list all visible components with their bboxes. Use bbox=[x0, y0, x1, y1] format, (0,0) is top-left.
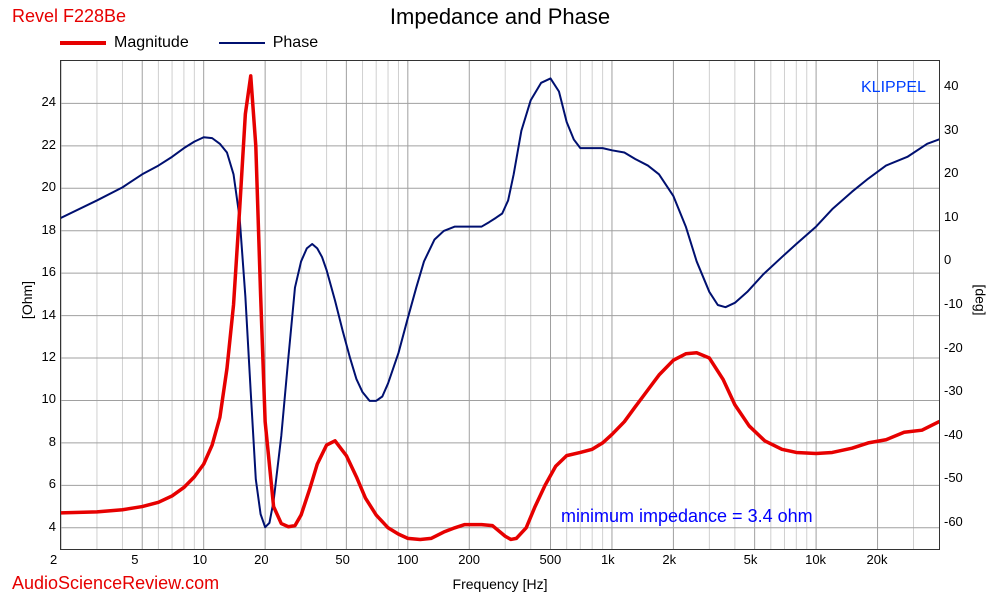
x-tick-label: 20k bbox=[867, 552, 888, 567]
y-right-tick-label: 0 bbox=[944, 252, 951, 267]
x-tick-label: 20 bbox=[254, 552, 268, 567]
y-left-tick-label: 12 bbox=[42, 349, 56, 364]
y-left-tick-label: 6 bbox=[49, 476, 56, 491]
y-left-tick-label: 20 bbox=[42, 179, 56, 194]
legend-item-magnitude: Magnitude bbox=[60, 34, 189, 52]
legend-swatch-magnitude bbox=[60, 41, 106, 45]
min-impedance-annotation: minimum impedance = 3.4 ohm bbox=[561, 506, 813, 527]
legend-swatch-phase bbox=[219, 42, 265, 44]
y-left-tick-label: 16 bbox=[42, 264, 56, 279]
legend-label-magnitude: Magnitude bbox=[114, 34, 189, 52]
x-tick-label: 2k bbox=[662, 552, 676, 567]
y-right-tick-label: -20 bbox=[944, 340, 963, 355]
x-tick-label: 2 bbox=[50, 552, 57, 567]
y-left-tick-label: 10 bbox=[42, 391, 56, 406]
y-left-tick-label: 22 bbox=[42, 137, 56, 152]
x-tick-label: 10 bbox=[193, 552, 207, 567]
y-right-tick-label: -30 bbox=[944, 383, 963, 398]
y-right-tick-label: -40 bbox=[944, 427, 963, 442]
y-axis-left-label: [Ohm] bbox=[19, 281, 35, 319]
y-left-tick-label: 4 bbox=[49, 519, 56, 534]
legend-label-phase: Phase bbox=[273, 34, 318, 52]
y-right-tick-label: 10 bbox=[944, 209, 958, 224]
legend-item-phase: Phase bbox=[219, 34, 318, 52]
x-tick-label: 200 bbox=[458, 552, 480, 567]
legend: Magnitude Phase bbox=[60, 34, 318, 52]
y-left-tick-label: 14 bbox=[42, 307, 56, 322]
y-axis-right-label: [deg] bbox=[972, 284, 988, 315]
plot-svg bbox=[61, 61, 939, 549]
plot-area: KLIPPEL minimum impedance = 3.4 ohm bbox=[60, 60, 940, 550]
brand-label: Revel F228Be bbox=[12, 6, 126, 27]
y-right-tick-label: -10 bbox=[944, 296, 963, 311]
klippel-watermark: KLIPPEL bbox=[861, 79, 926, 97]
x-tick-label: 1k bbox=[601, 552, 615, 567]
y-right-tick-label: -60 bbox=[944, 514, 963, 529]
x-tick-label: 100 bbox=[397, 552, 419, 567]
y-right-tick-label: -50 bbox=[944, 470, 963, 485]
y-right-tick-label: 30 bbox=[944, 122, 958, 137]
x-tick-label: 500 bbox=[540, 552, 562, 567]
x-tick-label: 5k bbox=[744, 552, 758, 567]
x-tick-label: 50 bbox=[335, 552, 349, 567]
x-tick-label: 10k bbox=[805, 552, 826, 567]
site-watermark: AudioScienceReview.com bbox=[12, 573, 219, 594]
x-tick-label: 5 bbox=[131, 552, 138, 567]
chart-container: Impedance and Phase Revel F228Be Magnitu… bbox=[0, 0, 1000, 600]
y-left-tick-label: 18 bbox=[42, 222, 56, 237]
y-right-tick-label: 40 bbox=[944, 78, 958, 93]
y-right-tick-label: 20 bbox=[944, 165, 958, 180]
chart-title: Impedance and Phase bbox=[0, 4, 1000, 30]
y-left-tick-label: 24 bbox=[42, 94, 56, 109]
y-left-tick-label: 8 bbox=[49, 434, 56, 449]
